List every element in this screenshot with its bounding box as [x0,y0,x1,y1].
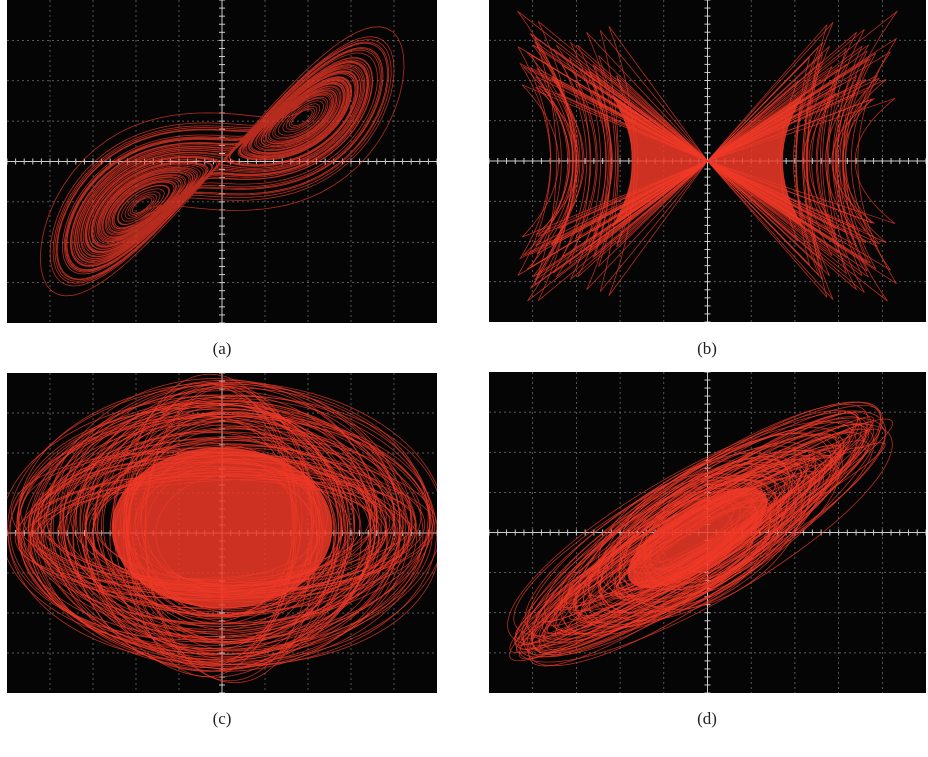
scope-panel [481,364,926,704]
panel-label: (b) [697,339,717,358]
panel-label: (c) [213,709,232,728]
scope-panel [7,0,437,323]
panel-label: (d) [697,709,717,728]
scope-panel [0,373,449,693]
page: {"panels": [{"label": "(a)"}, {"label": … [0,0,928,757]
scope-panel [489,0,926,322]
panel-label: (a) [213,339,232,358]
figure: (a) (b) (c) (d) [0,0,928,757]
